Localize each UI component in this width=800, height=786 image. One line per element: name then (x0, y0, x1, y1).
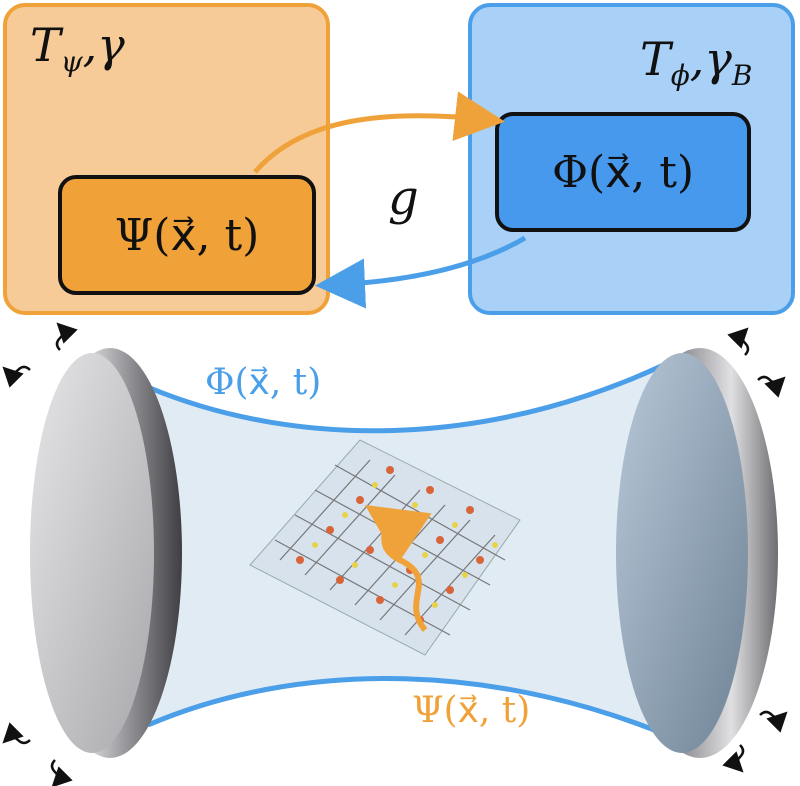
right-mirror-face (616, 353, 748, 753)
cavity-mode-bottom (147, 676, 692, 748)
excitation-arrow (365, 504, 432, 632)
cavity-photon-label: Φ(x⃗, t) (205, 362, 322, 403)
emission-squiggle-br (759, 710, 788, 733)
coupling-arrow-orange (253, 91, 505, 174)
emission-squiggle-bl (2, 722, 31, 745)
photon-field-box: Φ(x⃗, t) (495, 112, 751, 232)
emission-squiggle-bl2 (50, 759, 73, 786)
emission-squiggle-tr (727, 327, 750, 356)
photon-params-label: Tϕ,γB (640, 32, 753, 93)
emission-squiggle-br2 (722, 744, 745, 773)
coupling-arrow-blue (315, 235, 527, 309)
cavity-matter-label: Ψ(x⃗, t) (412, 690, 531, 731)
matter-params-label: Tψ,γ (30, 18, 125, 79)
emission-squiggle-tl2 (2, 365, 31, 388)
matter-field-label: Ψ(x⃗, t) (114, 209, 260, 261)
coupling-label: g (388, 170, 419, 226)
matter-field-box: Ψ(x⃗, t) (58, 175, 316, 295)
cavity-mode-top (149, 349, 692, 434)
emission-squiggle-tl (55, 322, 78, 351)
photon-field-label: Φ(x⃗, t) (551, 146, 695, 198)
emission-squiggle-tr2 (757, 375, 786, 398)
left-mirror-face (30, 353, 154, 753)
